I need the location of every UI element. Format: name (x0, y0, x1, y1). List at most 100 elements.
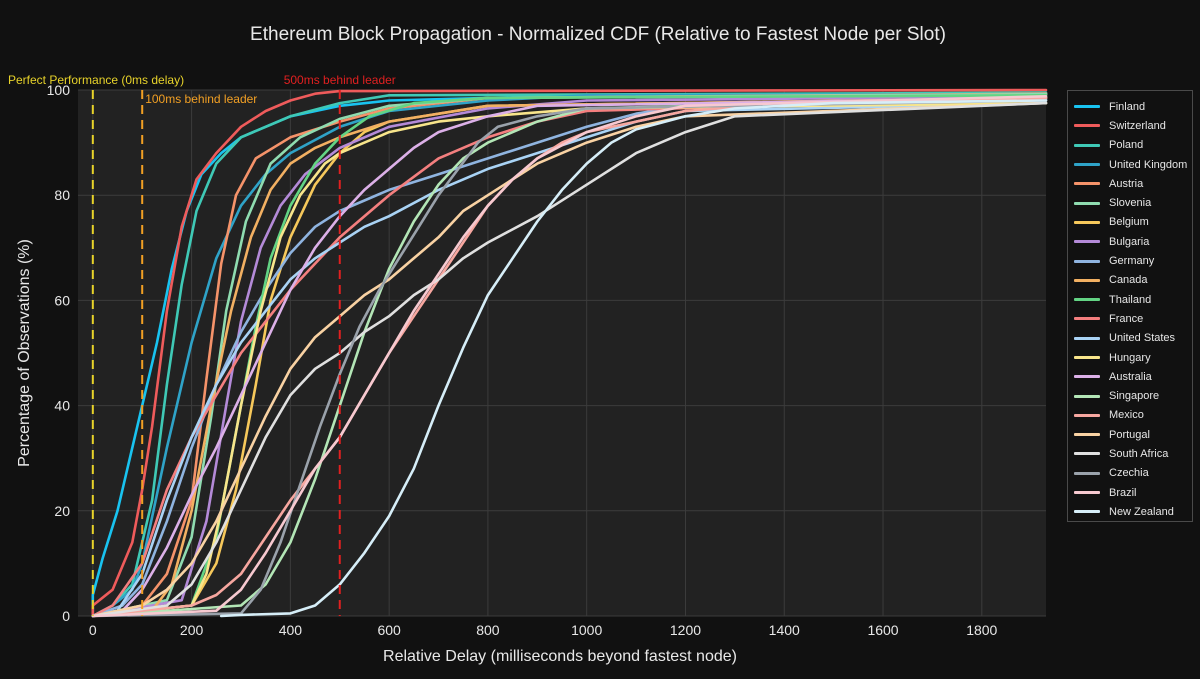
reference-label-500ms: 500ms behind leader (284, 73, 396, 87)
legend-label: New Zealand (1109, 505, 1174, 518)
legend-item[interactable]: Australia (1068, 367, 1192, 386)
legend-item[interactable]: Czechia (1068, 464, 1192, 483)
legend-swatch (1074, 163, 1100, 167)
legend-swatch (1074, 471, 1100, 475)
legend-swatch (1074, 124, 1100, 128)
legend-label: Portugal (1109, 428, 1150, 441)
legend-label: Brazil (1109, 486, 1137, 499)
legend-item[interactable]: Switzerland (1068, 116, 1192, 135)
x-tick-label: 1400 (769, 622, 800, 638)
legend-item[interactable]: Mexico (1068, 406, 1192, 425)
legend-swatch (1074, 240, 1100, 244)
legend-item[interactable]: Singapore (1068, 386, 1192, 405)
series-line-switzerland (91, 88, 1048, 618)
legend-label: Hungary (1109, 351, 1151, 364)
reference-lines: Perfect Performance (0ms delay) 100ms beh… (8, 73, 396, 616)
x-tick-label: 400 (279, 622, 303, 638)
series-line-mexico (91, 96, 1048, 618)
legend-item[interactable]: Finland (1068, 97, 1192, 116)
series-lines (91, 88, 1048, 618)
legend-swatch (1074, 356, 1100, 359)
series-line-bulgaria (91, 95, 1048, 618)
series-line-canada (91, 96, 1048, 618)
x-tick-label: 600 (377, 622, 401, 638)
series-line-australia (91, 96, 1048, 618)
legend-item[interactable]: Belgium (1068, 213, 1192, 232)
legend-label: United Kingdom (1109, 158, 1188, 171)
reference-label-0ms: Perfect Performance (0ms delay) (8, 73, 184, 87)
y-tick-label: 100 (47, 82, 71, 98)
chart-title: Ethereum Block Propagation - Normalized … (250, 24, 946, 45)
legend-item[interactable]: United States (1068, 329, 1192, 348)
legend-swatch (1074, 298, 1100, 302)
legend-swatch (1074, 433, 1100, 437)
legend-swatch (1074, 510, 1100, 514)
x-tick-label: 1600 (867, 622, 898, 638)
legend-swatch (1074, 375, 1100, 379)
x-tick-label: 1000 (571, 622, 602, 638)
y-tick-label: 20 (54, 503, 70, 519)
series-line-united-states (91, 101, 1048, 618)
y-tick-labels: 0 20 40 60 80 100 (47, 82, 71, 624)
series-line-france (91, 96, 1048, 618)
legend-item[interactable]: Brazil (1068, 483, 1192, 502)
legend-label: Switzerland (1109, 119, 1166, 132)
legend-swatch (1074, 201, 1100, 205)
legend-item[interactable]: Canada (1068, 271, 1192, 290)
legend-item[interactable]: United Kingdom (1068, 155, 1192, 174)
legend-label: Slovenia (1109, 197, 1152, 210)
legend-item[interactable]: Slovenia (1068, 193, 1192, 212)
legend-swatch (1074, 394, 1100, 398)
legend-item[interactable]: South Africa (1068, 444, 1192, 463)
series-line-united-kingdom (91, 92, 1048, 618)
legend-item[interactable]: France (1068, 309, 1192, 328)
legend-swatch (1074, 278, 1100, 282)
series-line-germany (91, 98, 1048, 618)
legend-label: France (1109, 312, 1144, 325)
legend-item[interactable]: Portugal (1068, 425, 1192, 444)
series-line-south-africa (91, 101, 1048, 618)
series-line-czechia (91, 99, 1048, 618)
legend-label: Finland (1109, 100, 1146, 113)
legend-label: Bulgaria (1109, 235, 1150, 248)
legend-label: United States (1109, 332, 1176, 345)
legend-item[interactable]: Poland (1068, 136, 1192, 155)
y-axis-label: Percentage of Observations (%) (16, 239, 33, 467)
y-tick-label: 80 (54, 187, 70, 203)
x-tick-label: 200 (180, 622, 204, 638)
legend-swatch (1074, 491, 1100, 495)
legend-swatch (1074, 317, 1100, 321)
legend-label: Singapore (1109, 390, 1160, 403)
x-tick-label: 1200 (670, 622, 701, 638)
legend-label: Czechia (1109, 467, 1149, 480)
legend-label: South Africa (1109, 447, 1169, 460)
x-tick-label: 1800 (966, 622, 997, 638)
legend-item[interactable]: Thailand (1068, 290, 1192, 309)
legend-item[interactable]: New Zealand (1068, 502, 1192, 521)
x-axis-label: Relative Delay (milliseconds beyond fast… (383, 648, 737, 665)
legend: Finland Switzerland Poland United Kingdom Au… (1067, 90, 1193, 522)
legend-label: Canada (1109, 274, 1148, 287)
legend-label: Mexico (1109, 409, 1144, 422)
series-line-portugal (91, 101, 1048, 618)
legend-item[interactable]: Hungary (1068, 348, 1192, 367)
plot-area (78, 90, 1046, 616)
legend-label: Belgium (1109, 216, 1149, 229)
legend-swatch (1074, 336, 1100, 340)
x-tick-label: 0 (89, 622, 97, 638)
x-tick-label: 800 (476, 622, 500, 638)
legend-item[interactable]: Bulgaria (1068, 232, 1192, 251)
legend-swatch (1074, 220, 1100, 224)
legend-label: Germany (1109, 255, 1155, 268)
reference-label-100ms: 100ms behind leader (145, 92, 257, 106)
legend-label: Poland (1109, 139, 1144, 152)
legend-item[interactable]: Germany (1068, 251, 1192, 270)
y-tick-label: 0 (62, 608, 70, 624)
legend-swatch (1074, 182, 1100, 186)
y-tick-label: 60 (54, 292, 70, 308)
legend-label: Australia (1109, 370, 1152, 383)
legend-item[interactable]: Austria (1068, 174, 1192, 193)
legend-label: Thailand (1109, 293, 1152, 306)
series-line-singapore (91, 96, 1048, 618)
